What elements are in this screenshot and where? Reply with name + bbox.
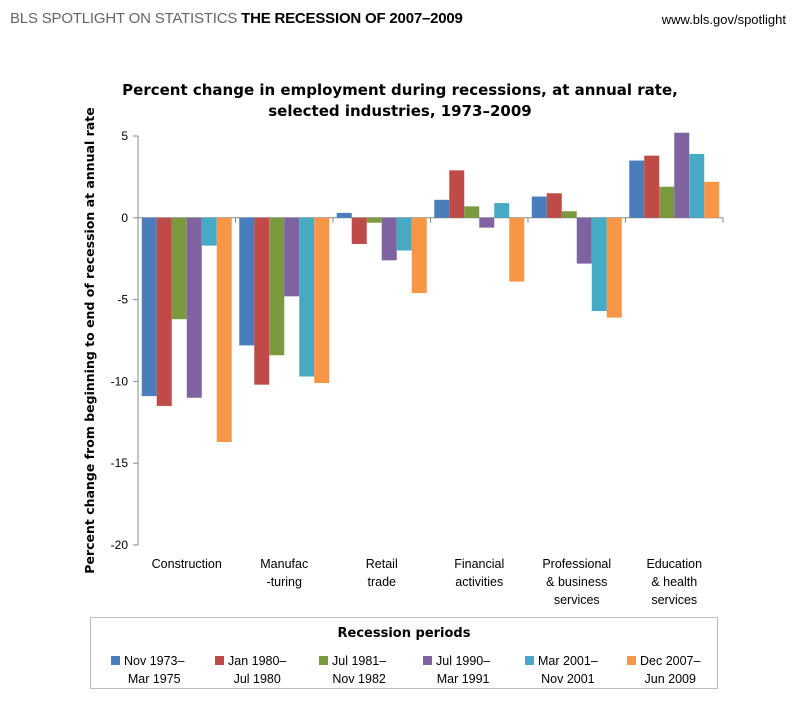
legend-item: Jul 1981– Nov 1982 [319,652,419,688]
bar [351,217,367,244]
bar [576,217,592,264]
bar [531,196,547,218]
y-tick-label: -15 [111,456,129,470]
legend-label-line-2: Nov 2001 [541,672,595,686]
bar [449,170,465,218]
bar [186,217,202,398]
legend-swatch [627,656,636,665]
legend-label-line-1: Mar 2001– [538,654,598,668]
bar [381,217,397,261]
bar [629,160,645,218]
bar [689,153,705,218]
bar [479,217,495,228]
y-tick-label: -20 [111,538,129,552]
legend-label-line-1: Nov 1973– [124,654,185,668]
category-label: Manufac [260,557,308,571]
bar [464,206,480,218]
legend-text: Jul 1990– Mar 1991 [436,652,490,688]
category-label: services [554,593,600,607]
chart-title: Percent change in employment during rece… [120,80,680,122]
bar [411,217,427,294]
legend-label-line-2: Mar 1991 [436,672,490,686]
bar [269,217,285,356]
category-label: & health [651,575,697,589]
category-label: services [651,593,697,607]
category-label: Construction [152,557,222,571]
category-label: Education [646,557,702,571]
bar [156,217,172,406]
chart-title-line-2: selected industries, 1973–2009 [268,102,532,120]
legend-title: Recession periods [337,626,471,641]
y-tick-label: 0 [121,211,128,225]
legend-item: Jan 1980– Jul 1980 [215,652,315,688]
page-header: BLS SPOTLIGHT ON STATISTICS THE RECESSIO… [10,10,463,27]
category-label: Retail [366,557,398,571]
series-name: BLS SPOTLIGHT ON STATISTICS [10,10,238,27]
bar [704,181,720,218]
legend-label-line-1: Jul 1990– [436,654,491,668]
legend-swatch [215,656,224,665]
legend-swatch [423,656,432,665]
category-label: & business [546,575,607,589]
category-label: Financial [454,557,504,571]
bar [366,217,382,223]
bar [239,217,255,346]
legend-label-line-2: Jun 2009 [644,672,696,686]
legend-text: Nov 1973– Mar 1975 [124,652,184,688]
bar [284,217,300,297]
legend-label-line-2: Nov 1982 [332,672,386,686]
bar [434,199,450,218]
bar [591,217,607,312]
legend-item: Jul 1990– Mar 1991 [423,652,523,688]
legend-text: Dec 2007– Jun 2009 [640,652,700,688]
y-axis-label: Percent change from beginning to end of … [82,107,97,573]
bar [216,217,232,442]
category-label: Professional [542,557,611,571]
bar [606,217,622,318]
y-tick-label: 5 [121,129,128,143]
y-tick-label: -10 [111,374,129,388]
legend-text: Jan 1980– Jul 1980 [228,652,286,688]
legend-label-line-2: Jul 1980 [233,672,281,686]
legend-label-line-2: Mar 1975 [127,672,181,686]
bar [494,203,510,218]
category-label: activities [455,575,503,589]
category-label: -turing [267,575,302,589]
bar [141,217,157,397]
category-label: trade [368,575,397,589]
bar [396,217,412,251]
bar [201,217,217,246]
report-title: THE RECESSION OF 2007–2009 [241,10,463,27]
bar [509,217,525,282]
legend-swatch [319,656,328,665]
y-tick-label: -5 [117,293,128,307]
bar [314,217,330,384]
bar [299,217,315,377]
bar [254,217,270,385]
legend-swatch [525,656,534,665]
bar [674,132,690,218]
site-url[interactable]: www.bls.gov/spotlight [661,12,786,27]
legend-swatch [111,656,120,665]
bar [171,217,187,320]
legend-text: Mar 2001– Nov 2001 [538,652,598,688]
chart-title-line-1: Percent change in employment during rece… [122,81,678,99]
legend-item: Nov 1973– Mar 1975 [111,652,211,688]
bar [561,211,577,218]
legend-text: Jul 1981– Nov 1982 [332,652,386,688]
bar [644,155,660,218]
legend: Recession periods Nov 1973– Mar 1975 Jan 1… [90,617,718,689]
legend-label-line-1: Dec 2007– [640,654,701,668]
legend-item: Dec 2007– Jun 2009 [627,652,727,688]
bar [546,193,562,218]
legend-item: Mar 2001– Nov 2001 [525,652,625,688]
legend-label-line-1: Jan 1980– [228,654,287,668]
bar [336,212,352,218]
legend-label-line-1: Jul 1981– [332,654,387,668]
bar [659,186,675,218]
